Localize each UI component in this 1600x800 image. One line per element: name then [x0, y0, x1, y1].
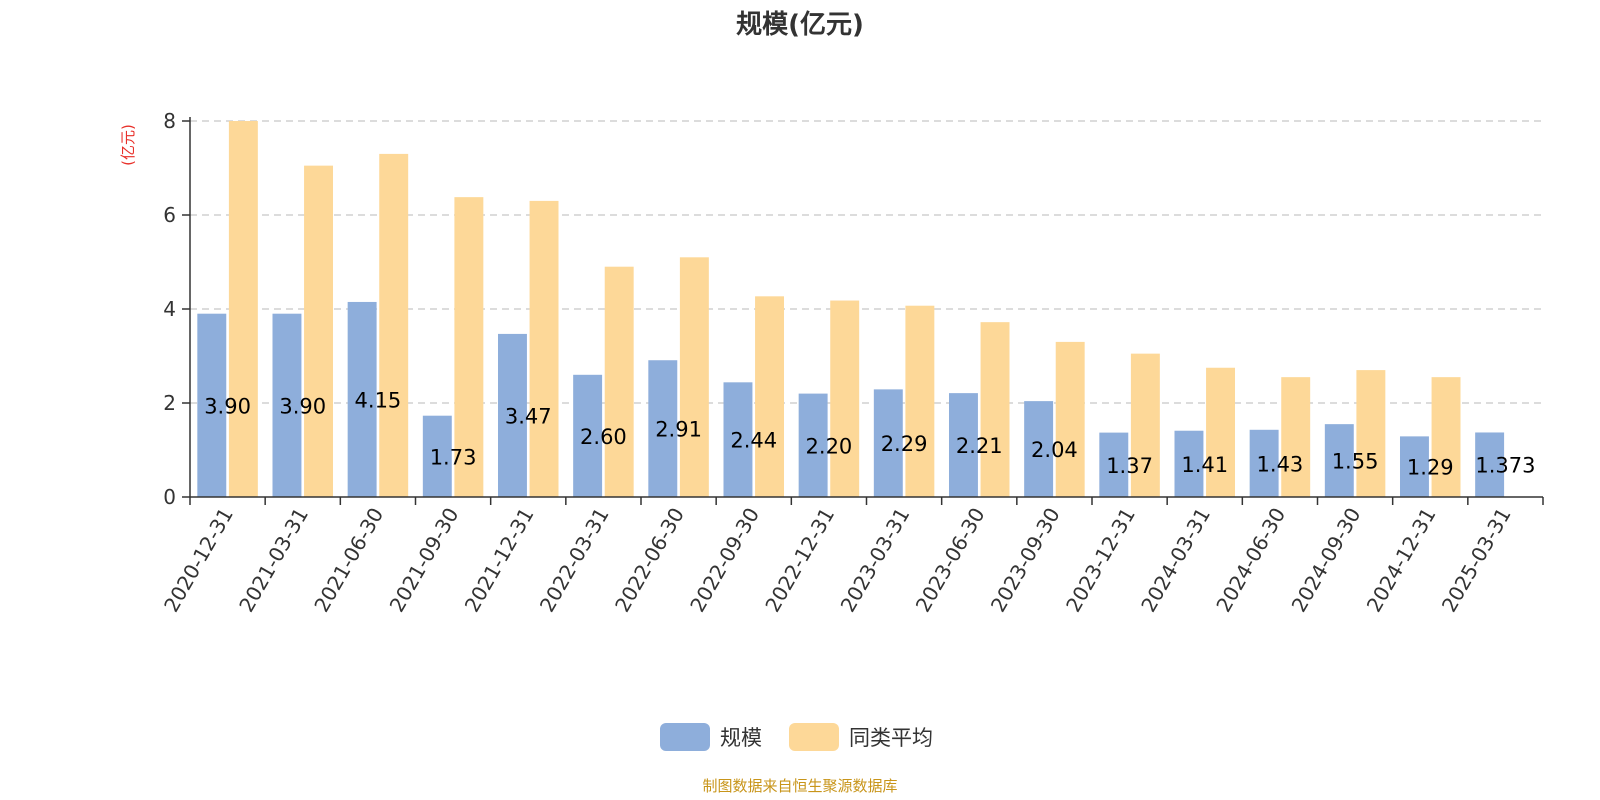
- legend-label: 规模: [720, 726, 762, 750]
- source-note: 制图数据来自恒生聚源数据库: [702, 777, 897, 795]
- legend-swatch: [789, 723, 839, 751]
- x-tick-label: 2023-03-31: [836, 504, 915, 617]
- x-tick-label: 2025-03-31: [1437, 504, 1516, 617]
- bar-scale: [197, 313, 227, 497]
- x-tick-label: 2024-09-30: [1287, 504, 1366, 617]
- bar-peer-average: [755, 296, 785, 497]
- bar-scale: [1475, 432, 1505, 497]
- data-label: 2.20: [806, 434, 853, 458]
- data-label: 2.29: [881, 432, 928, 456]
- bar-scale: [1024, 401, 1054, 497]
- bar-peer-average: [1130, 353, 1160, 497]
- bar-scale: [798, 393, 828, 497]
- x-tick-label: 2020-12-31: [159, 504, 238, 617]
- x-tick-label: 2023-09-30: [986, 504, 1065, 617]
- y-tick-label: 0: [163, 485, 176, 509]
- bar-peer-average: [304, 165, 334, 497]
- data-label: 2.60: [580, 425, 627, 449]
- bar-peer-average: [1206, 367, 1236, 497]
- bar-peer-average: [830, 300, 860, 497]
- y-tick-label: 6: [163, 203, 176, 227]
- data-label: 1.37: [1106, 454, 1153, 478]
- x-tick-label: 2022-09-30: [685, 504, 764, 617]
- bar-peer-average: [1356, 370, 1386, 497]
- bar-peer-average: [980, 322, 1010, 497]
- bar-scale: [497, 333, 527, 497]
- bar-peer-average: [1431, 377, 1461, 497]
- data-label: 1.43: [1257, 452, 1304, 476]
- data-label: 2.21: [956, 434, 1003, 458]
- data-label: 1.373: [1475, 454, 1535, 478]
- bar-peer-average: [454, 197, 484, 497]
- grid-lines: [190, 120, 1543, 404]
- legend-label: 同类平均: [849, 726, 933, 750]
- bar-peer-average: [228, 121, 258, 497]
- data-label: 1.29: [1407, 456, 1454, 480]
- bar-peer-average: [679, 257, 709, 497]
- bar-peer-average: [1281, 377, 1311, 497]
- x-tick-label: 2024-06-30: [1211, 504, 1290, 617]
- x-tick-label: 2021-06-30: [309, 504, 388, 617]
- x-tick-label: 2023-06-30: [911, 504, 990, 617]
- legend: 规模 同类平均: [660, 723, 933, 751]
- x-tick-label: 2022-06-30: [610, 504, 689, 617]
- y-tick-label: 8: [163, 109, 176, 133]
- data-label: 2.04: [1031, 438, 1078, 462]
- data-label: 3.90: [204, 394, 251, 418]
- bar-scale: [347, 301, 377, 497]
- x-tick-label: 2021-12-31: [460, 504, 539, 617]
- bar-scale: [422, 415, 452, 497]
- data-label: 4.15: [355, 388, 402, 412]
- bar-scale: [573, 374, 603, 497]
- bar-peer-average: [379, 153, 409, 497]
- chart-title: 规模(亿元): [736, 10, 864, 40]
- data-label: 2.91: [655, 418, 702, 442]
- x-tick-label: 2024-12-31: [1362, 504, 1441, 617]
- bar-scale: [1399, 436, 1429, 497]
- data-label: 2.44: [730, 429, 777, 453]
- bar-scale: [1324, 424, 1354, 497]
- x-tick-label: 2024-03-31: [1136, 504, 1215, 617]
- y-tick-label: 2: [163, 391, 176, 415]
- bar-scale: [948, 393, 978, 497]
- x-tick-label: 2022-12-31: [760, 504, 839, 617]
- data-label: 3.47: [505, 404, 552, 428]
- bar-scale: [648, 360, 678, 497]
- bar-peer-average: [1055, 341, 1085, 497]
- legend-swatch: [660, 723, 710, 751]
- data-label: 1.41: [1181, 453, 1228, 477]
- x-tick-label: 2021-03-31: [234, 504, 313, 617]
- bar-peer-average: [529, 200, 559, 497]
- bar-scale: [723, 382, 753, 497]
- data-labels: 3.90 3.90 4.15 1.73 3.47 2.60 2.91 2.44 2.20 2.29…: [204, 388, 1535, 479]
- x-tick-label: 2023-12-31: [1061, 504, 1140, 617]
- bar-scale: [1249, 429, 1279, 497]
- bar-scale: [1099, 432, 1129, 497]
- data-label: 3.90: [279, 394, 326, 418]
- y-axis-unit-label: (亿元): [119, 124, 137, 166]
- data-label: 1.73: [430, 445, 477, 469]
- bar-scale: [272, 313, 302, 497]
- bar-scale: [873, 389, 903, 497]
- x-tick-label: 2021-09-30: [385, 504, 464, 617]
- bar-peer-average: [905, 305, 935, 497]
- y-tick-label: 4: [163, 297, 176, 321]
- bar-peer-average: [604, 266, 634, 497]
- data-label: 1.55: [1332, 450, 1379, 474]
- x-tick-label: 2022-03-31: [535, 504, 614, 617]
- bars: [197, 121, 1505, 497]
- bar-scale: [1174, 430, 1204, 497]
